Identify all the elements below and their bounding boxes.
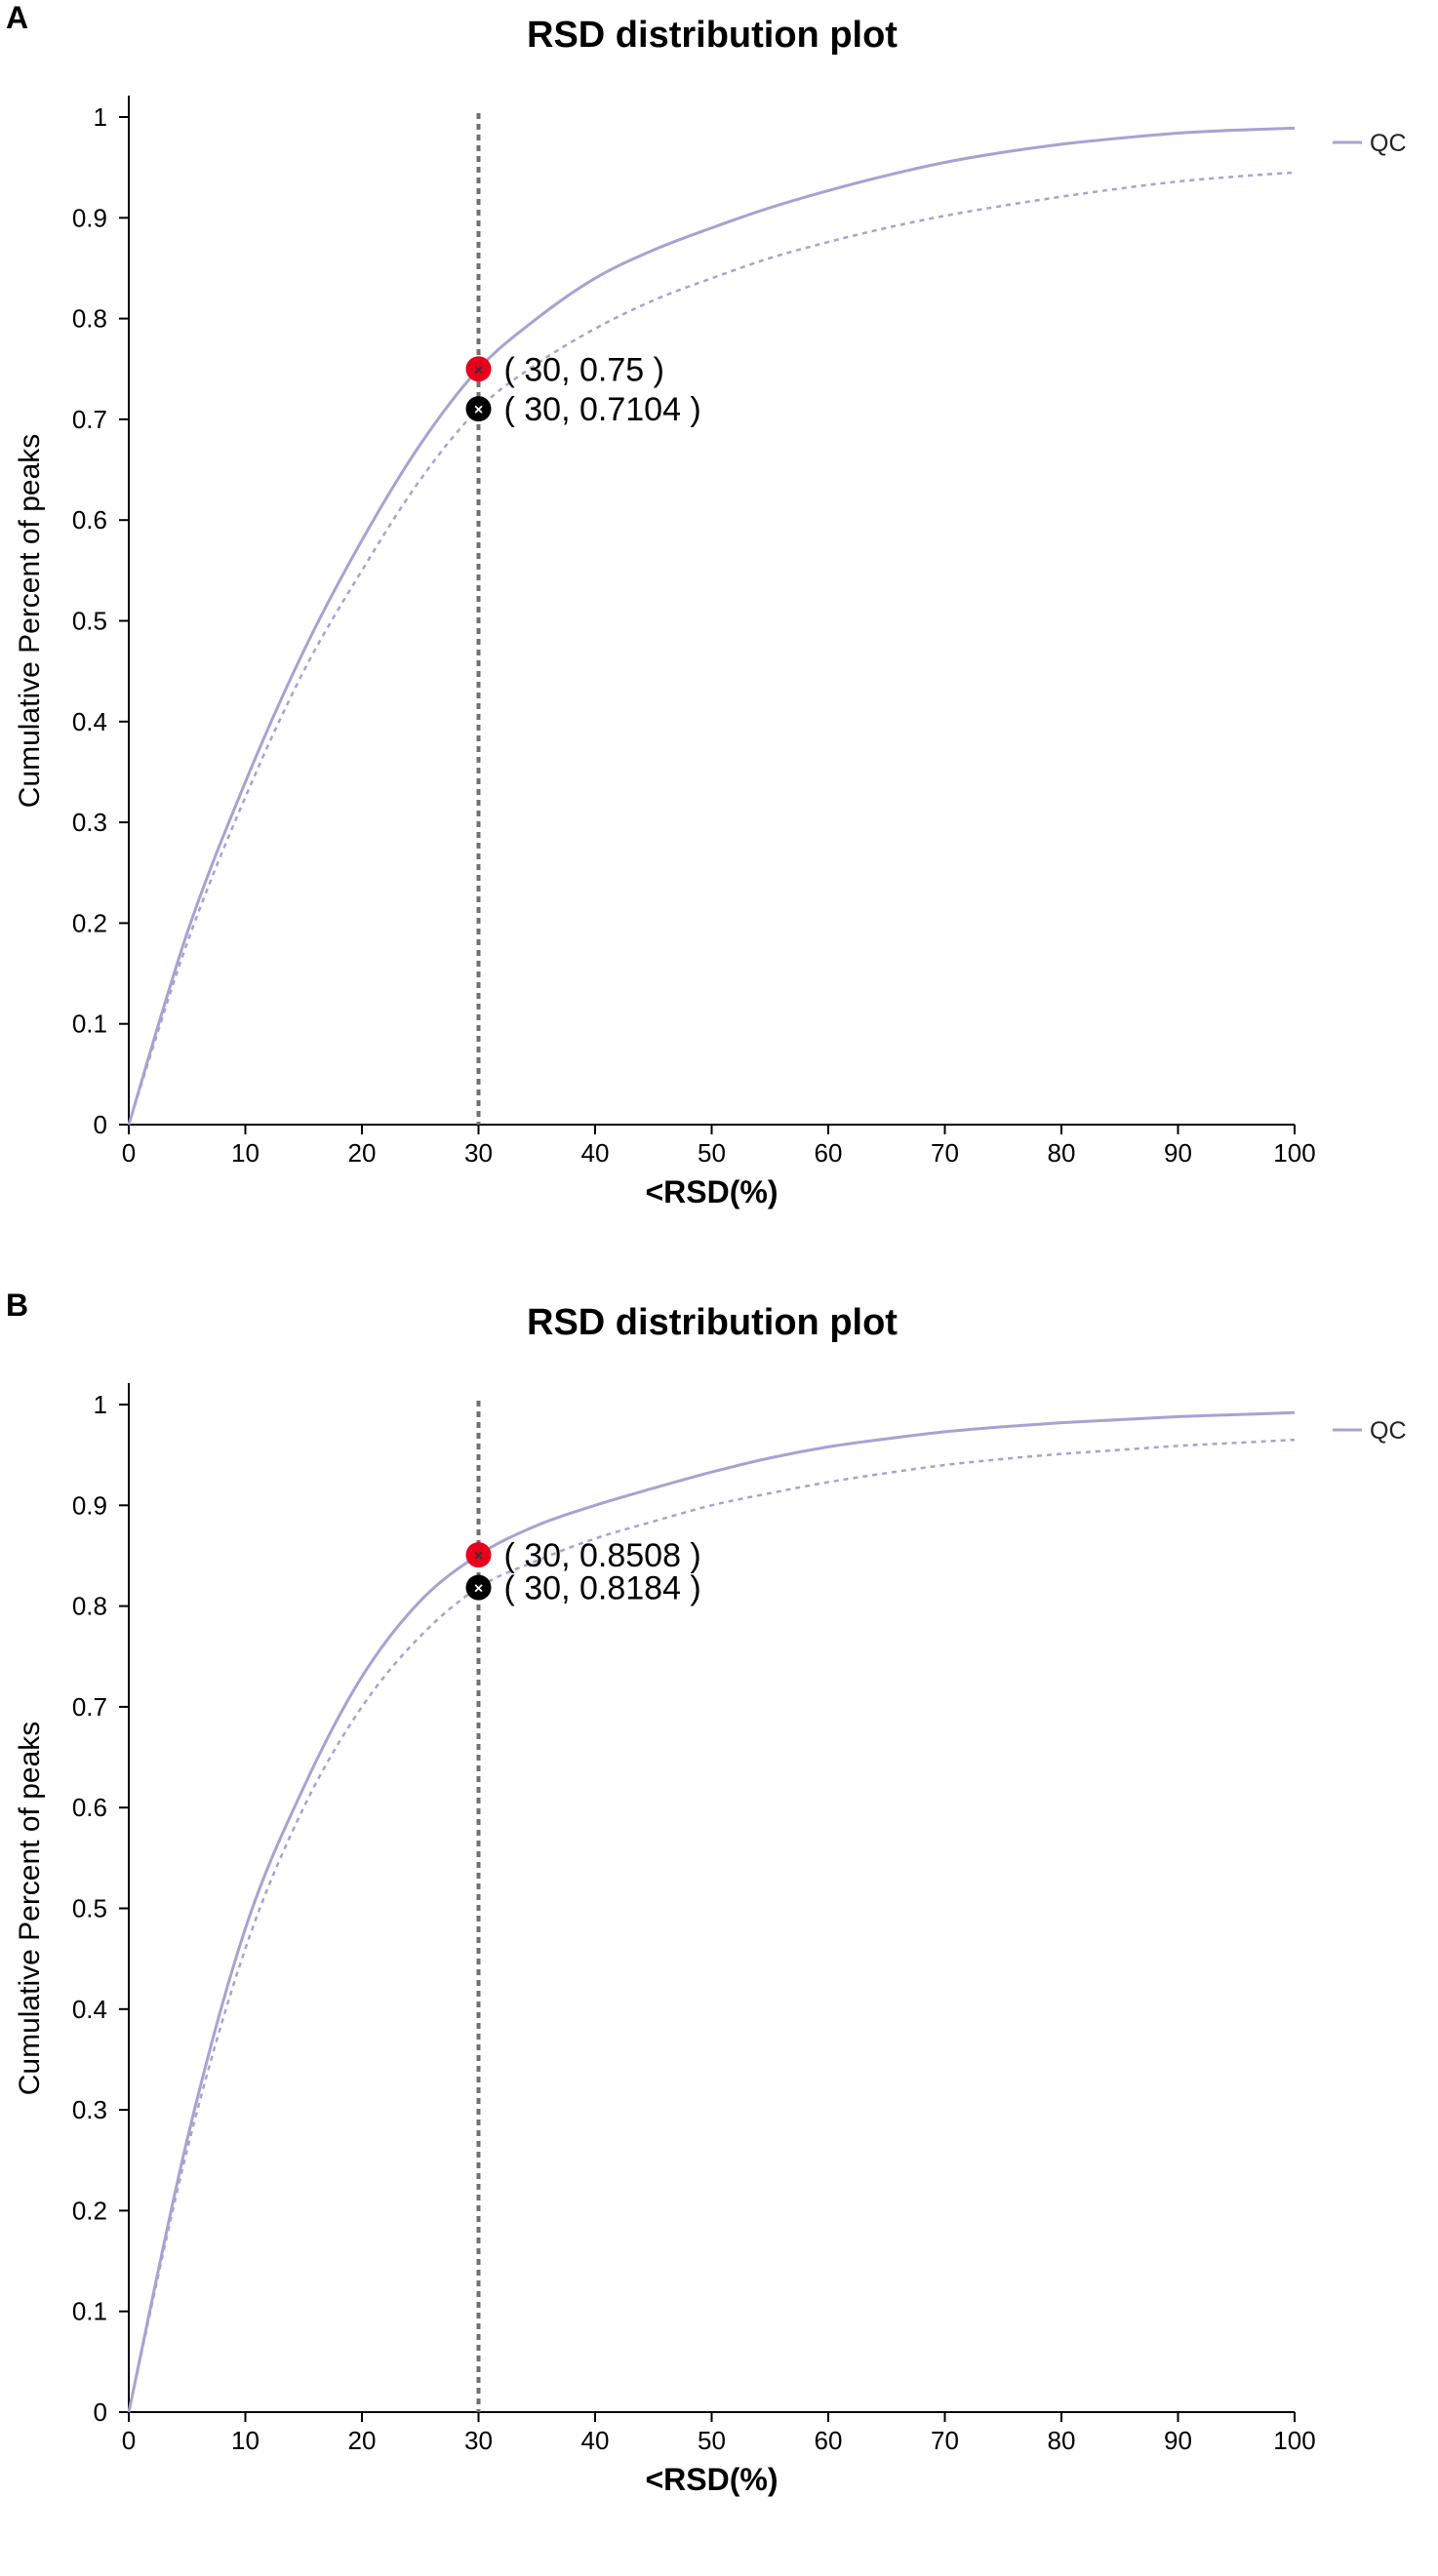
y-tick-label: 0.3 <box>72 2095 107 2124</box>
legend-label: QC <box>1370 130 1407 157</box>
x-tick-label: 60 <box>815 1138 843 1168</box>
x-tick-label: 50 <box>698 2426 726 2455</box>
x-tick-label: 0 <box>122 1138 136 1168</box>
y-tick-label: 0.5 <box>72 1894 107 1923</box>
x-tick-label: 40 <box>581 1138 610 1168</box>
y-tick-label: 0.7 <box>72 405 107 434</box>
x-axis-label: <RSD(%) <box>645 1174 778 1209</box>
marker-red <box>465 356 492 382</box>
y-tick-label: 0.6 <box>72 1793 107 1822</box>
series-line-solid <box>127 126 1296 1126</box>
x-tick-label: 40 <box>581 2426 610 2455</box>
y-tick-label: 0.2 <box>72 2196 107 2225</box>
x-tick-label: 100 <box>1273 2426 1315 2455</box>
x-axis-label: <RSD(%) <box>645 2462 778 2497</box>
y-axis-label: Cumulative Percent of peaks <box>14 434 46 809</box>
y-tick-label: 0.9 <box>72 1490 107 1520</box>
y-tick-label: 0.1 <box>72 2297 107 2326</box>
panel-b: B RSD distribution plot 0 10 20 30 40 50 60 70 80… <box>0 1288 1438 2575</box>
y-tick-label: 0.5 <box>72 607 107 636</box>
chart-title: RSD distribution plot <box>527 15 898 56</box>
y-tick-label: 0.3 <box>72 808 107 837</box>
x-tick-label: 60 <box>815 2426 843 2455</box>
marker-glyph: × <box>474 1581 483 1598</box>
y-tick-label: 1 <box>94 102 107 132</box>
marker-glyph: × <box>474 362 483 378</box>
panel-label: A <box>6 0 29 35</box>
marker-black <box>465 396 492 422</box>
x-tick-label: 10 <box>231 1138 260 1168</box>
y-tick-label: 0.4 <box>72 1995 107 2024</box>
y-tick-label: 0.6 <box>72 505 107 535</box>
marker-glyph: × <box>474 1548 483 1565</box>
y-tick-label: 0.4 <box>72 707 107 736</box>
x-tick-label: 90 <box>1164 1138 1192 1168</box>
panel-a: A RSD distribution plot 0 10 20 30 40 50 60 70 80… <box>6 0 1407 1209</box>
x-tick-label: 30 <box>464 1138 493 1168</box>
x-tick-label: 20 <box>348 2426 377 2455</box>
x-tick-label: 90 <box>1164 2426 1192 2455</box>
series-line-dotted <box>127 1438 1296 2413</box>
x-tick-label: 80 <box>1048 1138 1076 1168</box>
y-tick-label: 0 <box>94 2398 107 2427</box>
series-line-dotted <box>127 171 1296 1126</box>
x-tick-label: 20 <box>348 1138 377 1168</box>
x-tick-label: 10 <box>231 2426 260 2455</box>
y-axis-label: Cumulative Percent of peaks <box>14 1722 46 2096</box>
marker-black <box>465 1574 492 1601</box>
y-tick-label: 0.7 <box>72 1692 107 1722</box>
series-line-solid <box>127 1410 1296 2413</box>
y-tick-label: 1 <box>94 1390 107 1419</box>
y-tick-label: 0.8 <box>72 304 107 334</box>
panel-label: B <box>6 1288 29 1323</box>
x-tick-label: 0 <box>122 2426 136 2455</box>
y-tick-label: 0 <box>94 1110 107 1139</box>
y-tick-label: 0.9 <box>72 203 107 232</box>
annotation-label: ( 30, 0.8508 ) <box>504 1537 701 1574</box>
y-tick-label: 0.8 <box>72 1592 107 1621</box>
chart-title: RSD distribution plot <box>527 1302 898 1343</box>
x-tick-label: 100 <box>1273 1138 1315 1168</box>
annotation-label: ( 30, 0.8184 ) <box>504 1570 701 1607</box>
annotation-label: ( 30, 0.75 ) <box>504 351 664 388</box>
legend-label: QC <box>1370 1417 1407 1445</box>
annotation-label: ( 30, 0.7104 ) <box>504 391 701 428</box>
x-tick-label: 50 <box>698 1138 726 1168</box>
y-tick-label: 0.1 <box>72 1010 107 1039</box>
x-tick-label: 70 <box>931 2426 959 2455</box>
x-tick-label: 80 <box>1048 2426 1076 2455</box>
marker-red <box>465 1542 492 1568</box>
x-tick-label: 30 <box>464 2426 493 2455</box>
y-tick-label: 0.2 <box>72 908 107 937</box>
marker-glyph: × <box>474 402 483 418</box>
x-tick-label: 70 <box>931 1138 959 1168</box>
